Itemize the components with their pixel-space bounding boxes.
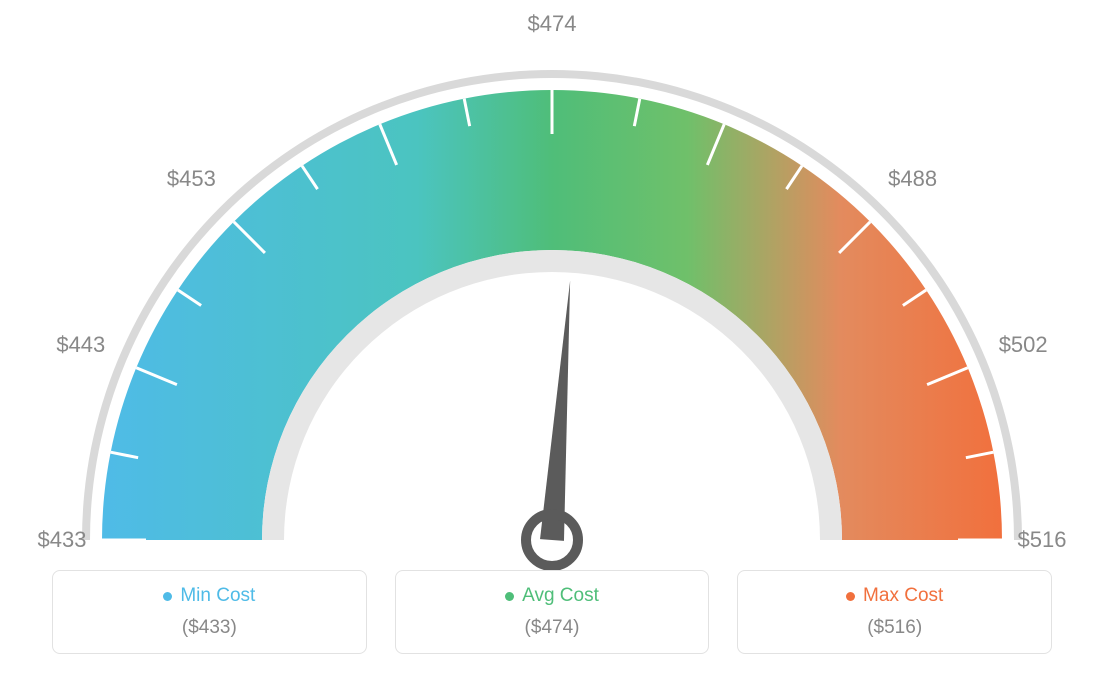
legend-title-max: Max Cost [846, 585, 943, 607]
gauge-tick-label: $443 [56, 332, 105, 358]
legend-title-text-max: Max Cost [863, 585, 943, 607]
legend-row: Min Cost ($433) Avg Cost ($474) Max Cost… [0, 570, 1104, 654]
legend-title-min: Min Cost [163, 585, 255, 607]
legend-card-max: Max Cost ($516) [737, 570, 1052, 654]
legend-value-avg: ($474) [396, 617, 709, 639]
gauge-tick-label: $433 [38, 527, 87, 553]
legend-card-min: Min Cost ($433) [52, 570, 367, 654]
legend-title-text-min: Min Cost [180, 585, 255, 607]
gauge-tick-label: $453 [167, 166, 216, 192]
legend-value-min: ($433) [53, 617, 366, 639]
legend-title-avg: Avg Cost [505, 585, 599, 607]
legend-card-avg: Avg Cost ($474) [395, 570, 710, 654]
gauge-chart: $433 $443 $453 $474 $488 $502 $516 [0, 0, 1104, 570]
gauge-tick-label: $502 [999, 332, 1048, 358]
gauge-tick-label: $474 [528, 11, 577, 37]
legend-value-max: ($516) [738, 617, 1051, 639]
gauge-tick-label: $516 [1018, 527, 1067, 553]
gauge-svg [0, 0, 1104, 570]
dot-min [163, 592, 172, 601]
dot-max [846, 592, 855, 601]
legend-title-text-avg: Avg Cost [522, 585, 599, 607]
gauge-tick-label: $488 [888, 166, 937, 192]
dot-avg [505, 592, 514, 601]
